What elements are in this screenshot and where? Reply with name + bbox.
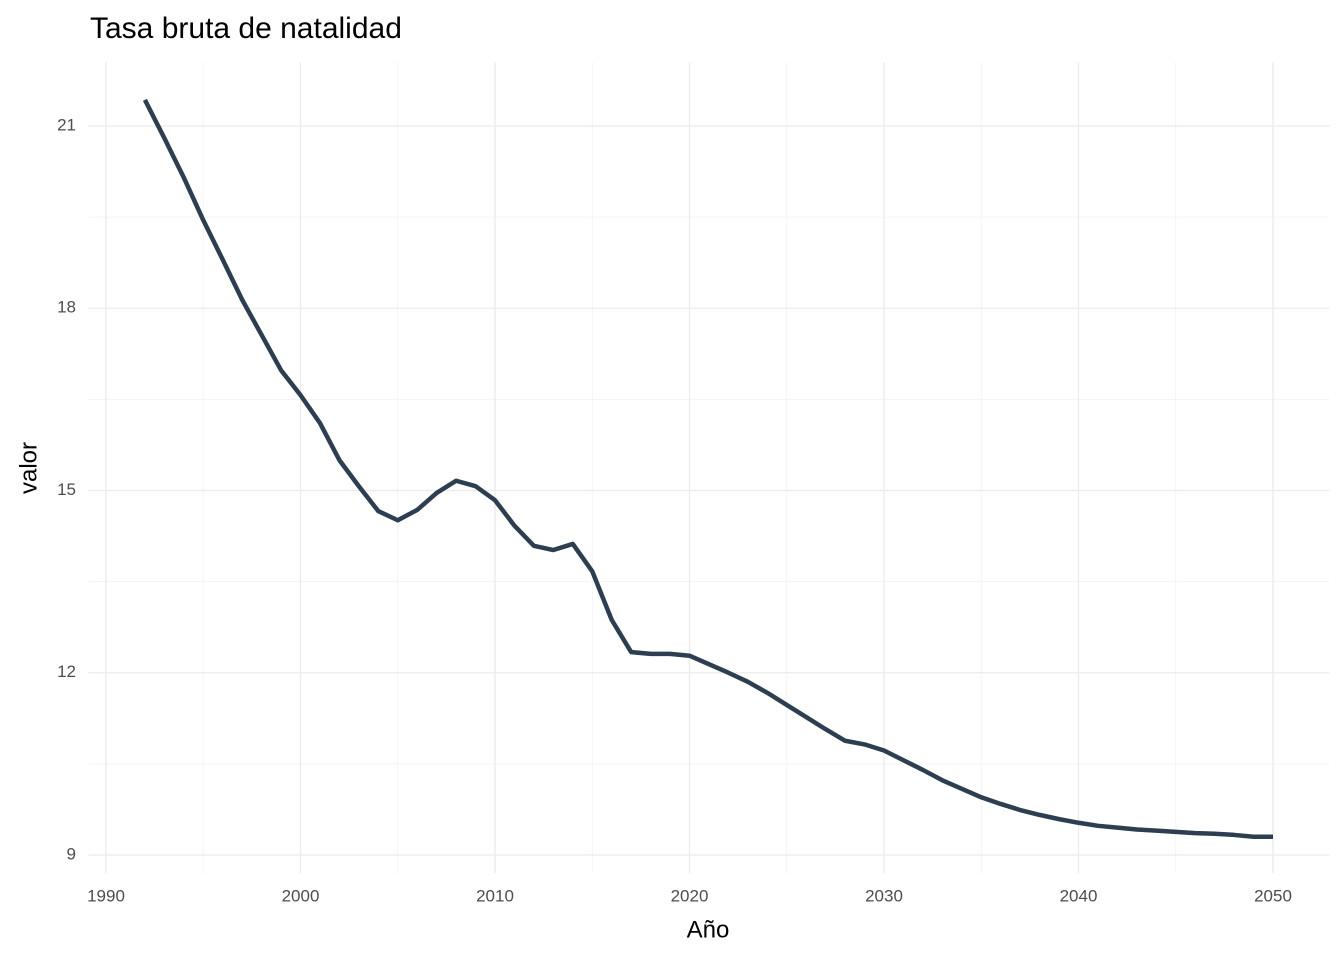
- y-axis-title: valor: [15, 442, 42, 494]
- x-tick-label: 2010: [476, 886, 514, 905]
- x-tick-label: 2020: [671, 886, 709, 905]
- x-tick-label: 2030: [865, 886, 903, 905]
- x-tick-label: 2040: [1060, 886, 1098, 905]
- data-line: [142, 98, 1273, 840]
- y-tick-label: 15: [57, 480, 76, 499]
- y-tick-label: 9: [67, 844, 76, 863]
- y-tick-label: 12: [57, 662, 76, 681]
- x-tick-label: 1990: [87, 886, 125, 905]
- x-tick-label: 2050: [1254, 886, 1292, 905]
- x-axis-title: Año: [687, 916, 730, 943]
- chart-title: Tasa bruta de natalidad: [90, 12, 402, 45]
- y-tick-label: 18: [57, 298, 76, 317]
- y-tick-label: 21: [57, 115, 76, 134]
- x-tick-label: 2000: [282, 886, 320, 905]
